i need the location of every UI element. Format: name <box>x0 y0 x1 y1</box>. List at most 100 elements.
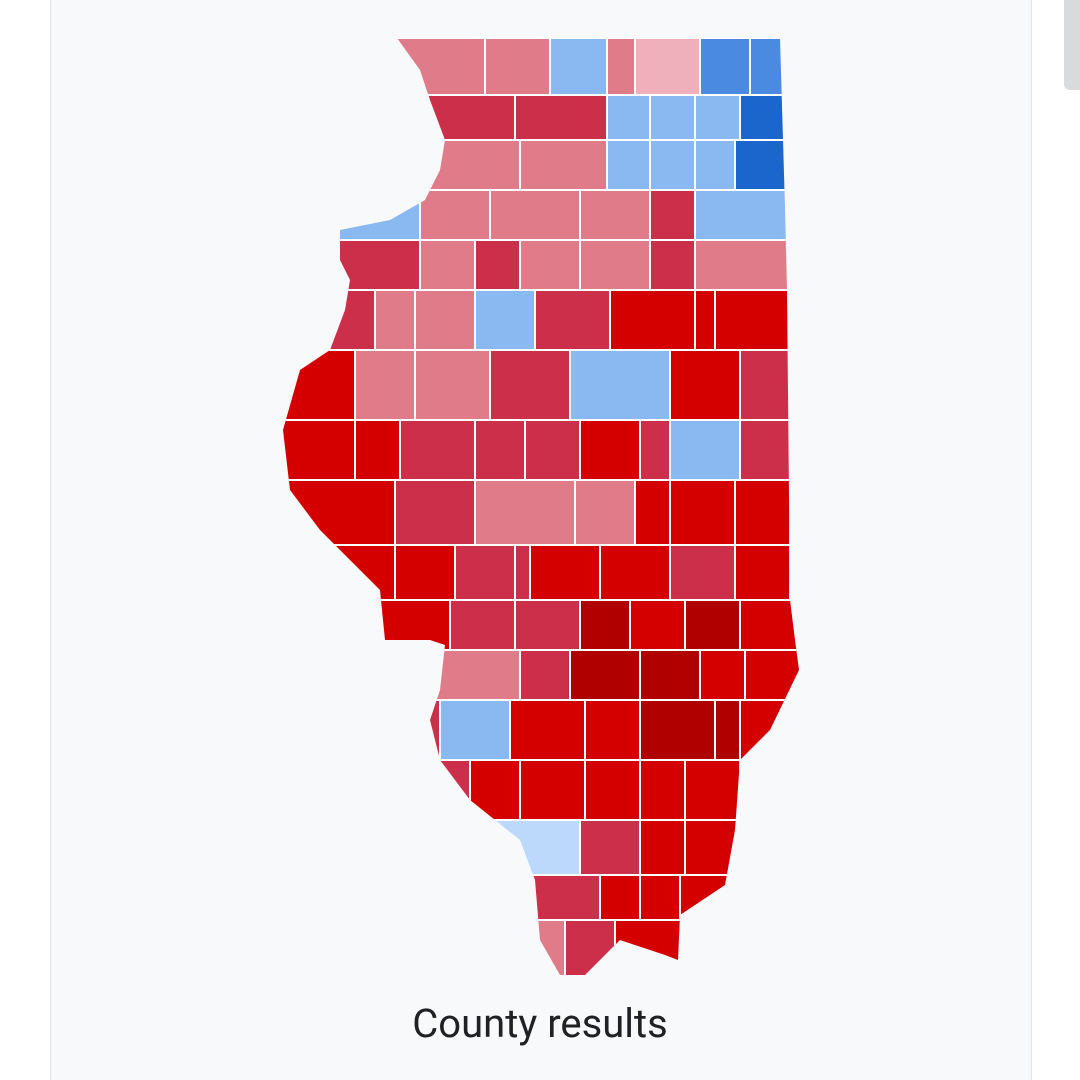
caption: County results <box>412 1000 668 1047</box>
county <box>684 599 741 651</box>
county <box>419 139 521 191</box>
county <box>519 919 566 975</box>
county <box>289 544 396 601</box>
county <box>634 38 701 96</box>
county <box>529 544 601 601</box>
county <box>639 699 716 761</box>
county <box>639 874 681 921</box>
county <box>739 349 791 421</box>
county <box>283 479 396 546</box>
county <box>474 419 526 481</box>
county <box>669 544 736 601</box>
county <box>579 599 631 651</box>
county <box>399 419 476 481</box>
county <box>609 289 696 351</box>
county <box>734 479 791 546</box>
county <box>669 419 741 481</box>
county <box>354 419 401 481</box>
county <box>564 919 616 975</box>
county <box>579 419 641 481</box>
county <box>524 419 581 481</box>
county <box>739 699 799 761</box>
county <box>394 479 476 546</box>
county <box>599 874 641 921</box>
county <box>489 189 581 241</box>
county <box>694 239 791 291</box>
county <box>519 874 601 921</box>
county <box>679 874 741 921</box>
county <box>669 349 741 421</box>
county <box>534 289 611 351</box>
county <box>519 239 581 291</box>
county <box>514 94 608 141</box>
county <box>714 699 741 761</box>
county <box>283 419 356 481</box>
county <box>684 819 741 876</box>
county <box>699 38 751 96</box>
county <box>579 239 651 291</box>
counties <box>283 38 799 975</box>
county <box>574 479 636 546</box>
county <box>329 239 421 291</box>
county <box>749 38 791 96</box>
county <box>649 139 696 191</box>
county <box>579 819 641 876</box>
county <box>394 544 456 601</box>
county <box>419 699 441 761</box>
county <box>374 289 416 351</box>
county <box>606 139 651 191</box>
county <box>319 289 376 351</box>
county <box>694 94 741 141</box>
county <box>634 479 671 546</box>
county <box>629 599 686 651</box>
county <box>614 919 701 975</box>
county <box>734 544 791 601</box>
county <box>396 38 486 96</box>
county <box>694 139 736 191</box>
county <box>569 649 641 701</box>
county <box>584 759 641 821</box>
county <box>584 699 641 761</box>
county <box>639 419 671 481</box>
county <box>669 479 736 546</box>
county <box>509 699 586 761</box>
county <box>606 38 636 96</box>
county <box>649 189 696 241</box>
county <box>449 599 516 651</box>
county <box>649 94 696 141</box>
county <box>329 189 421 241</box>
county <box>699 649 746 701</box>
county <box>569 349 671 421</box>
county <box>549 38 608 96</box>
county <box>514 599 581 651</box>
county <box>439 699 511 761</box>
county <box>359 599 451 651</box>
county <box>489 349 571 421</box>
county <box>519 649 571 701</box>
county <box>694 189 791 241</box>
county <box>474 239 521 291</box>
scroll-indicator <box>1064 0 1080 90</box>
county <box>519 139 608 191</box>
county <box>739 94 791 141</box>
county <box>419 239 476 291</box>
county <box>489 819 581 876</box>
county <box>484 38 551 96</box>
county <box>639 819 686 876</box>
county <box>519 759 586 821</box>
county <box>474 289 536 351</box>
county <box>419 189 491 241</box>
county <box>606 94 651 141</box>
county <box>283 349 356 421</box>
county <box>419 649 521 701</box>
county <box>579 189 651 241</box>
county <box>639 649 701 701</box>
county-map <box>283 38 799 975</box>
county <box>714 289 791 351</box>
county <box>744 649 799 701</box>
county <box>739 599 799 651</box>
county <box>694 289 716 351</box>
county <box>409 94 516 141</box>
county <box>469 759 521 821</box>
